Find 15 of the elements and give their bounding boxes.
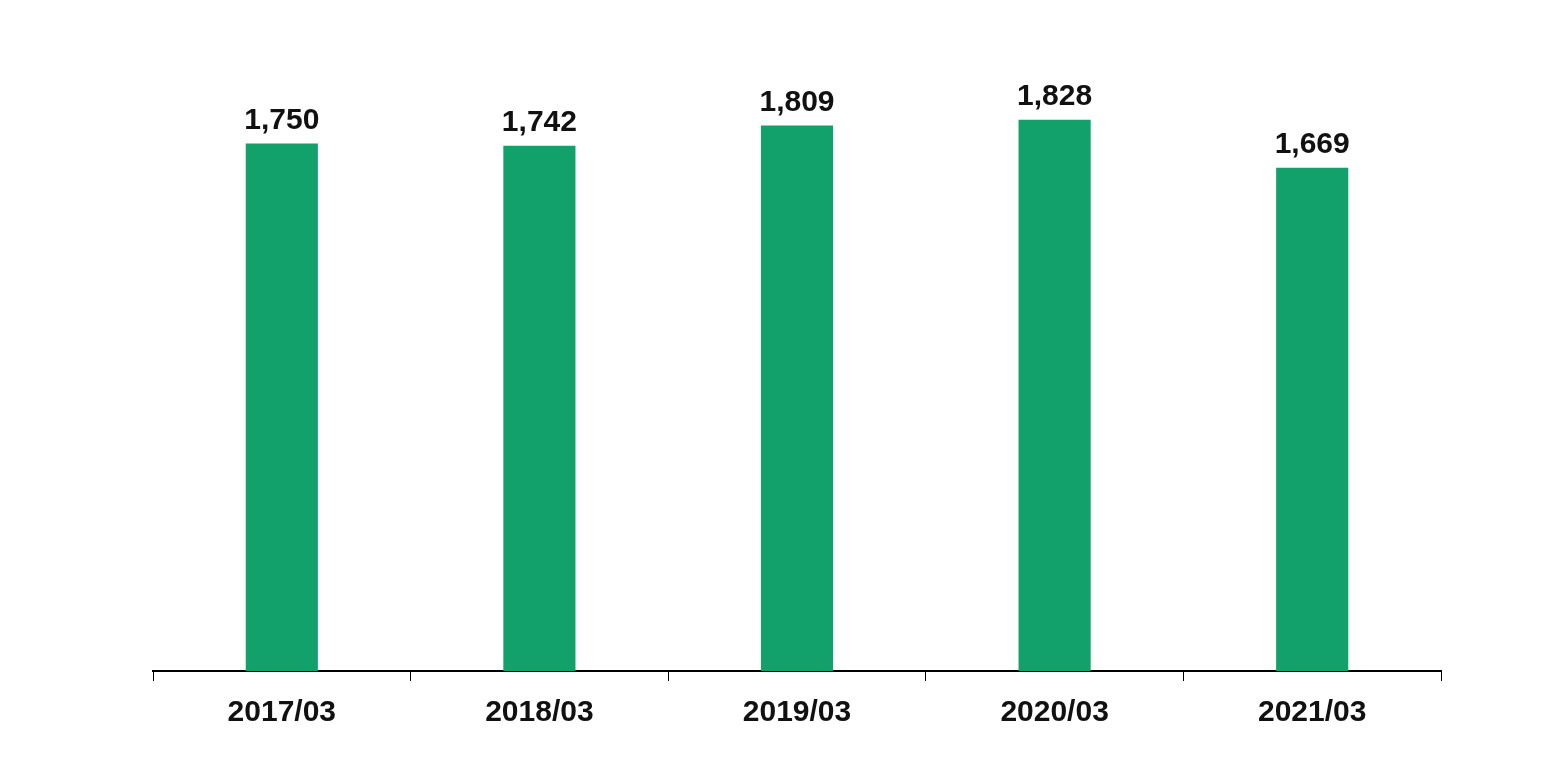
bar <box>1018 119 1091 671</box>
data-label: 1,750 <box>244 101 320 135</box>
data-label: 1,669 <box>1274 126 1350 160</box>
data-label: 1,809 <box>759 83 835 117</box>
bar <box>245 143 318 671</box>
x-tick-label: 2017/03 <box>227 694 337 728</box>
bar <box>1276 167 1349 671</box>
data-label: 1,742 <box>501 104 577 138</box>
x-tick-label: 2021/03 <box>1257 694 1367 728</box>
data-label: 1,828 <box>1017 78 1093 112</box>
bar <box>503 145 576 671</box>
bar <box>760 125 834 671</box>
x-tick-label: 2019/03 <box>742 694 852 728</box>
x-tick-label: 2020/03 <box>1000 694 1109 728</box>
x-tick-label: 2018/03 <box>485 694 594 728</box>
